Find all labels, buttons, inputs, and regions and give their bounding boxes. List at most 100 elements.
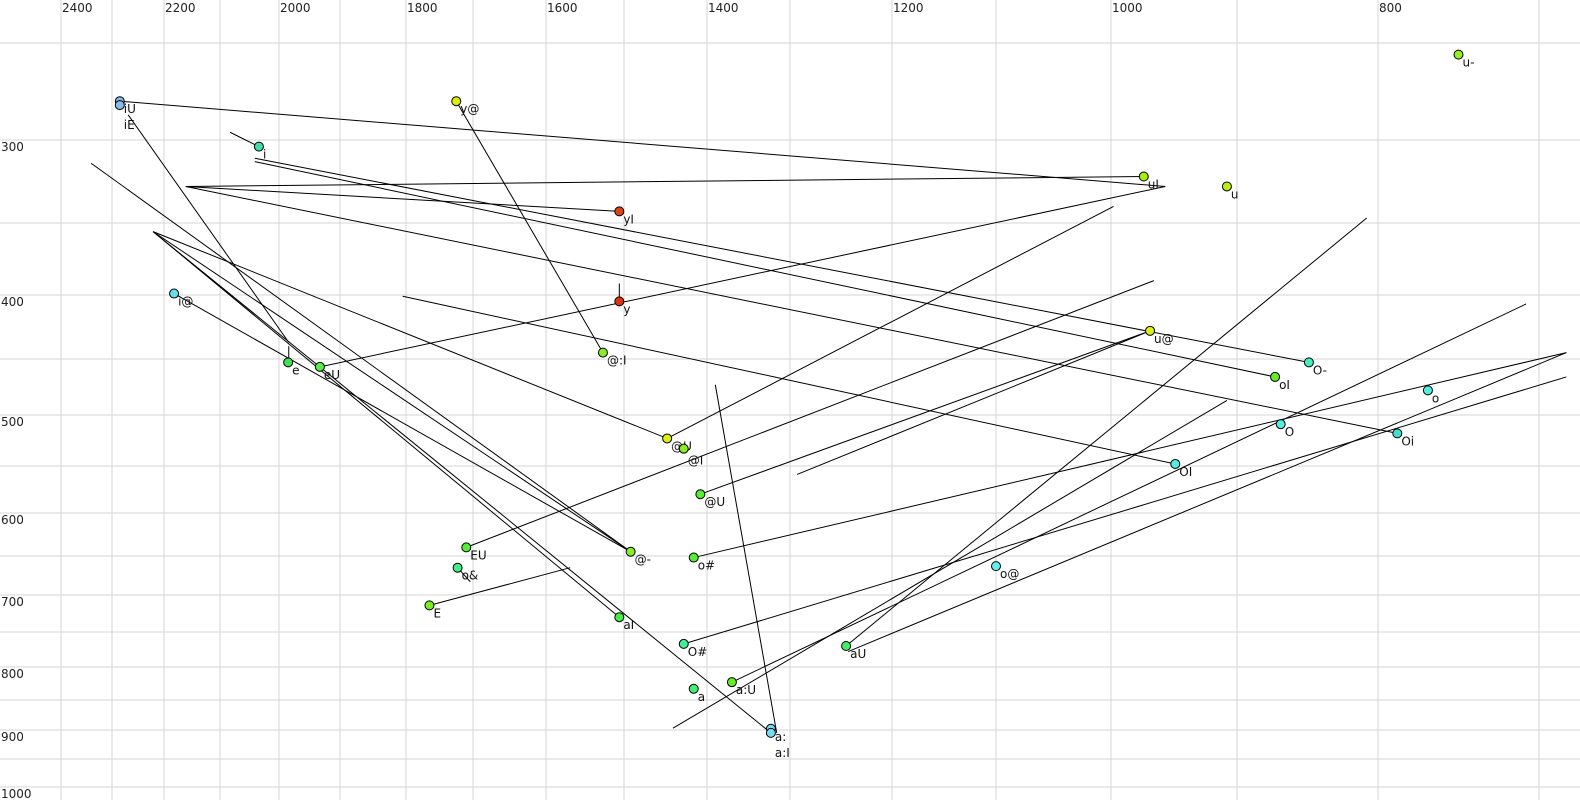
point-marker [283,357,294,368]
vowel-point: e [283,357,300,377]
y-tick-label: 800 [1,667,24,681]
point-marker [597,347,608,358]
vowel-point: a:U [726,677,756,697]
points: iU iE y@ i yI y @:I i@ e eU uI u u-u@ O-oI o O Oi OI @U @I @… [114,49,1475,760]
trajectory-line [254,161,1276,378]
point-marker [452,562,463,573]
point-marker [614,296,625,307]
trajectory-line [429,567,571,606]
trajectory-line [185,176,1144,187]
vowel-point: @I [678,443,703,468]
point-marker [678,443,689,454]
trajectory-line [319,185,1166,368]
vowel-point: @- [625,546,651,567]
point-marker [688,683,699,694]
x-tick-label: 1400 [708,1,739,15]
trajectory-line [455,100,604,353]
point-label: u- [1463,56,1475,70]
vowel-point: iE [114,100,135,132]
vowel-point: aU [841,641,866,661]
point-label: a: [775,730,786,744]
point-label: i@ [178,295,193,309]
trajectories [90,100,1567,734]
point-label: EU [470,548,486,562]
point-marker [314,361,325,372]
point-marker [1270,371,1281,382]
point-label: uI [1148,178,1159,192]
vowel-point: @U [695,489,725,509]
point-label: o [1432,391,1439,405]
trajectory-line [402,295,1176,465]
point-label: u@ [1154,332,1174,346]
point-label: Oi [1401,434,1414,448]
trajectory-line [796,330,1151,475]
x-tick-label: 1000 [1112,1,1143,15]
point-marker [1170,458,1181,469]
point-marker [678,638,689,649]
point-label: eU [324,368,340,382]
trajectory-line [152,231,772,734]
vowel-point: u@ [1145,325,1174,346]
trajectory-line [185,185,620,212]
vowel-point: o& [452,562,479,583]
point-marker [625,546,636,557]
point-marker [991,561,1001,572]
vowel-point: @:I [597,347,627,368]
trajectory-line [229,131,260,148]
vowel-point: o@ [991,561,1019,581]
vowel-point: y@ [451,96,479,116]
vowel-point: a [688,683,705,704]
point-label: OI [1179,465,1192,479]
point-label: i [263,148,266,162]
x-tick-label: 1600 [547,1,578,15]
trajectory-line [700,330,1151,495]
point-marker [1303,357,1314,368]
point-label: iE [124,118,135,132]
trajectory-line [173,293,631,553]
vowel-point: uI [1138,171,1159,192]
trajectory-line [845,217,1368,647]
vowel-point: u [1221,181,1239,201]
vowel-point: o# [688,552,715,573]
x-tick-labels: 2400 2200 2000 1800 1600 1400 1200 1000 800 [62,1,1402,15]
x-tick-label: 2400 [62,1,93,15]
point-marker [841,641,852,651]
point-label: aI [623,618,634,632]
point-marker [169,288,180,299]
vowel-point: i [253,141,266,162]
point-label: aU [850,647,866,661]
point-marker [461,542,472,553]
y-tick-label: 300 [1,140,24,154]
point-label: yI [623,212,634,226]
vowel-point: oI [1270,371,1290,392]
point-label: O# [688,645,708,659]
point-label: u [1231,187,1239,201]
point-label: y [623,302,630,316]
point-label: o& [462,569,479,583]
vowel-point: aI [614,612,634,632]
trajectory-line [847,352,1567,653]
vowel-point: i@ [169,288,193,309]
point-marker [614,612,625,623]
point-marker [1275,419,1286,430]
point-marker [1145,325,1156,336]
x-tick-label: 800 [1379,1,1402,15]
point-label: o@ [1000,567,1019,581]
trajectory-line [152,231,620,618]
x-tick-label: 1800 [407,1,438,15]
point-label: @:I [607,354,627,368]
y-tick-labels: 300 400 500 600 700 800 900 1000 [1,140,32,800]
point-label: a:U [736,683,756,697]
vowel-point: OI [1170,458,1192,479]
point-marker [765,727,776,738]
trajectory-line [254,157,1310,363]
point-label: o# [698,559,715,573]
point-marker [253,141,264,152]
point-label: iU [124,102,136,116]
trajectory-line [466,280,1155,548]
vowel-point: yI [614,206,634,226]
y-tick-label: 600 [1,513,24,527]
point-label: y@ [460,102,479,116]
